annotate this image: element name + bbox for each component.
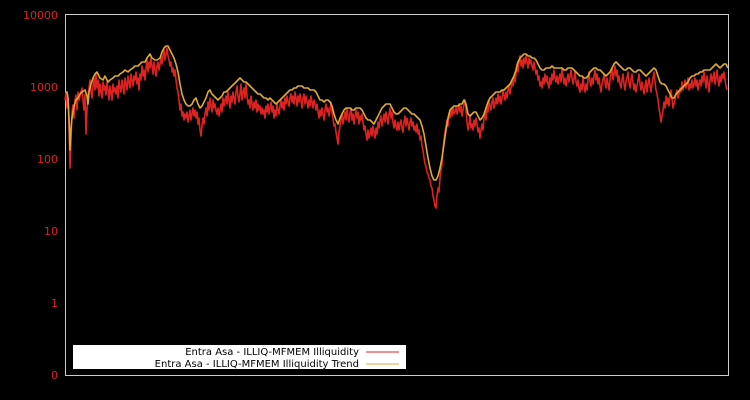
y-tick-1000: 1000	[30, 81, 58, 94]
y-tick-0: 0	[51, 369, 58, 382]
legend-box	[73, 345, 406, 369]
y-tick-10: 10	[44, 225, 58, 238]
legend-label-illiquidity: Entra Asa - ILLIQ-MFMEM Illiquidity	[185, 347, 359, 358]
y-tick-1: 1	[51, 297, 58, 310]
plot-frame	[65, 14, 729, 376]
legend-label-trend: Entra Asa - ILLIQ-MFMEM Illiquidity Tren…	[155, 359, 359, 370]
illiquidity-line	[64, 47, 728, 209]
legend: Entra Asa - ILLIQ-MFMEM Illiquidity Entr…	[73, 345, 406, 370]
y-tick-100: 100	[37, 153, 58, 166]
y-tick-10000: 10000	[23, 9, 58, 22]
trend-line	[65, 45, 729, 181]
y-axis: 10000 1000 100 10 1 0	[23, 9, 58, 382]
